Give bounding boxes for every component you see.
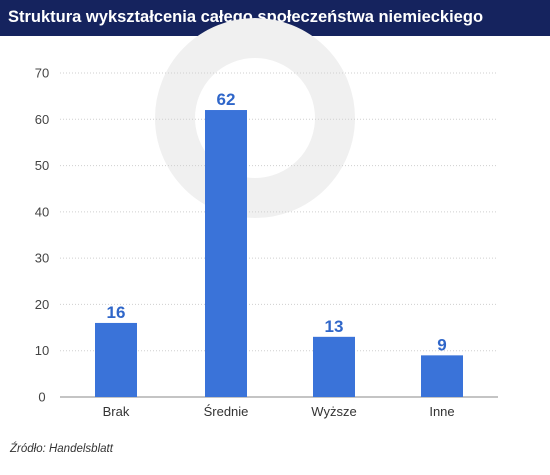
data-label: 16: [107, 303, 126, 322]
y-tick-label: 30: [35, 251, 49, 266]
y-tick-label: 10: [35, 343, 49, 358]
bar: [313, 336, 355, 397]
bar: [205, 110, 247, 398]
bar: [95, 322, 137, 397]
x-category-label: Wyższe: [311, 404, 356, 419]
y-axis-ticks: 0 10 20 30 40 50 60 70: [35, 66, 49, 405]
y-tick-label: 40: [35, 204, 49, 219]
x-category-label: Średnie: [204, 404, 249, 419]
watermark-ring-icon: [155, 18, 355, 218]
y-tick-label: 60: [35, 112, 49, 127]
watermark-logo: [155, 18, 355, 218]
x-category-label: Brak: [103, 404, 130, 419]
data-label: 9: [437, 335, 446, 354]
y-tick-label: 20: [35, 297, 49, 312]
source-note: Źródło: Handelsblatt: [10, 443, 113, 455]
chart-title: Struktura wykształcenia całego społeczeń…: [8, 8, 484, 26]
y-tick-label: 0: [38, 390, 45, 405]
y-tick-label: 70: [35, 66, 49, 81]
x-category-label: Inne: [429, 404, 454, 419]
data-labels: 16 62 13 9: [107, 90, 447, 354]
y-tick-label: 50: [35, 158, 49, 173]
data-label: 62: [217, 90, 236, 109]
bars: [95, 110, 463, 398]
x-axis-categories: Brak Średnie Wyższe Inne: [103, 404, 455, 419]
data-label: 13: [325, 317, 344, 336]
bar: [421, 355, 463, 397]
